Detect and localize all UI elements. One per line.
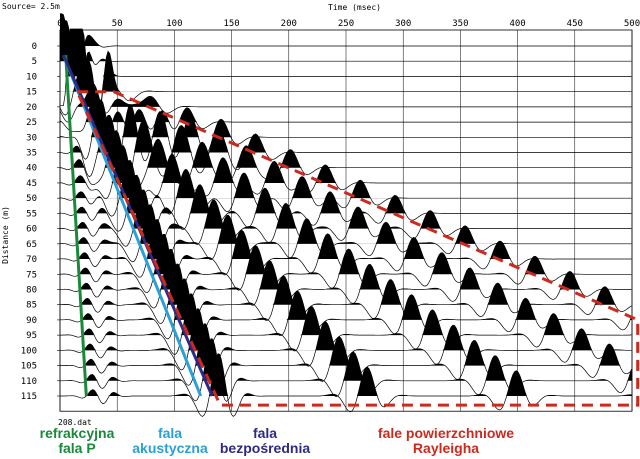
trace-line xyxy=(59,160,632,219)
y-tick-label: 65 xyxy=(26,240,37,250)
trace-line xyxy=(60,28,632,107)
y-tick-label: 70 xyxy=(26,255,37,265)
y-tick-label: 115 xyxy=(21,392,37,402)
label-refraction: refrakcyjna fala P xyxy=(36,426,118,456)
surface-outline xyxy=(75,90,640,407)
y-tick-label: 60 xyxy=(26,225,37,235)
label-surface-line1: fale powierzchniowe xyxy=(377,425,515,441)
x-tick-label: 250 xyxy=(338,19,354,29)
y-tick-label: 40 xyxy=(26,164,37,174)
source-label: Source= 2.5m xyxy=(2,2,60,11)
y-tick-label: 75 xyxy=(26,270,37,280)
trace-line xyxy=(59,83,632,123)
x-tick-label: 100 xyxy=(166,19,182,29)
y-tick-label: 55 xyxy=(26,209,37,219)
trace-line xyxy=(60,204,632,266)
y-tick-label: 20 xyxy=(26,103,37,113)
y-tick-label: 80 xyxy=(26,285,37,295)
y-tick-label: 30 xyxy=(26,133,37,143)
y-tick-label: 100 xyxy=(21,346,37,356)
label-direct: fala bezpośrednia xyxy=(216,426,314,456)
trace-line xyxy=(59,278,632,342)
trace-line xyxy=(59,145,632,203)
trace-fill xyxy=(60,264,632,305)
trace-line xyxy=(60,293,632,357)
trace-line xyxy=(60,338,632,402)
x-axis-title: Time (msec) xyxy=(328,3,381,12)
y-tick-label: 25 xyxy=(26,118,37,128)
file-name: 208.dat xyxy=(58,418,92,427)
x-tick-label: 300 xyxy=(395,19,411,29)
x-tick-label: 0 xyxy=(57,19,62,29)
trace-fill xyxy=(60,175,632,214)
trace-fill xyxy=(60,95,632,123)
label-direct-line1: fala xyxy=(252,425,278,441)
y-tick-label: 5 xyxy=(32,57,37,67)
wave-lines xyxy=(62,54,640,407)
label-refraction-line2: fala P xyxy=(58,440,96,456)
y-tick-label: 10 xyxy=(26,72,37,82)
x-tick-label: 450 xyxy=(567,19,583,29)
trace-line xyxy=(59,248,632,312)
y-tick-label: 85 xyxy=(26,301,37,311)
trace-line xyxy=(60,323,632,387)
trace-fill xyxy=(60,338,632,381)
trace-fill xyxy=(60,353,632,396)
label-acoustic-line1: fala xyxy=(157,425,183,441)
refraction-line xyxy=(64,55,88,397)
y-tick-label: 105 xyxy=(21,362,37,372)
x-tick-label: 50 xyxy=(112,19,123,29)
y-tick-label: 110 xyxy=(21,377,37,387)
y-tick-label: 45 xyxy=(26,179,37,189)
acoustic-line xyxy=(62,54,203,397)
y-tick-label: 0 xyxy=(32,42,37,52)
trace-line xyxy=(59,263,632,327)
y-tick-label: 15 xyxy=(26,88,37,98)
traces xyxy=(59,13,632,417)
label-surface-line2: Rayleigha xyxy=(412,440,480,456)
label-acoustic: fala akustyczna xyxy=(128,426,212,456)
label-direct-line2: bezpośrednia xyxy=(219,440,311,456)
ticks: 0 50 100 150 200 250 300 350 400 450 500 0 5 10 15 20 25… xyxy=(21,19,640,402)
trace-fill xyxy=(60,83,632,107)
x-tick-label: 350 xyxy=(452,19,468,29)
trace-fill xyxy=(60,234,632,275)
x-tick-label: 500 xyxy=(624,19,640,29)
label-acoustic-line2: akustyczna xyxy=(132,440,208,456)
trace-line xyxy=(59,130,632,194)
label-surface: fale powierzchniowe Rayleigha xyxy=(366,426,526,456)
trace-fill xyxy=(60,130,632,168)
trace-fill xyxy=(60,323,632,366)
y-tick-label: 95 xyxy=(26,331,37,341)
x-tick-label: 200 xyxy=(281,19,297,29)
y-tick-label: 90 xyxy=(26,316,37,326)
x-tick-label: 400 xyxy=(509,19,525,29)
label-refraction-line1: refrakcyjna xyxy=(39,425,115,441)
direct-line xyxy=(62,54,214,397)
trace-line xyxy=(59,19,632,76)
y-tick-label: 50 xyxy=(26,194,37,204)
y-tick-label: 35 xyxy=(26,149,37,159)
x-tick-label: 150 xyxy=(223,19,239,29)
y-axis-title: Distance (m) xyxy=(1,206,10,264)
trace-line xyxy=(59,99,632,167)
trace-line xyxy=(59,50,632,116)
trace-line xyxy=(60,13,632,91)
